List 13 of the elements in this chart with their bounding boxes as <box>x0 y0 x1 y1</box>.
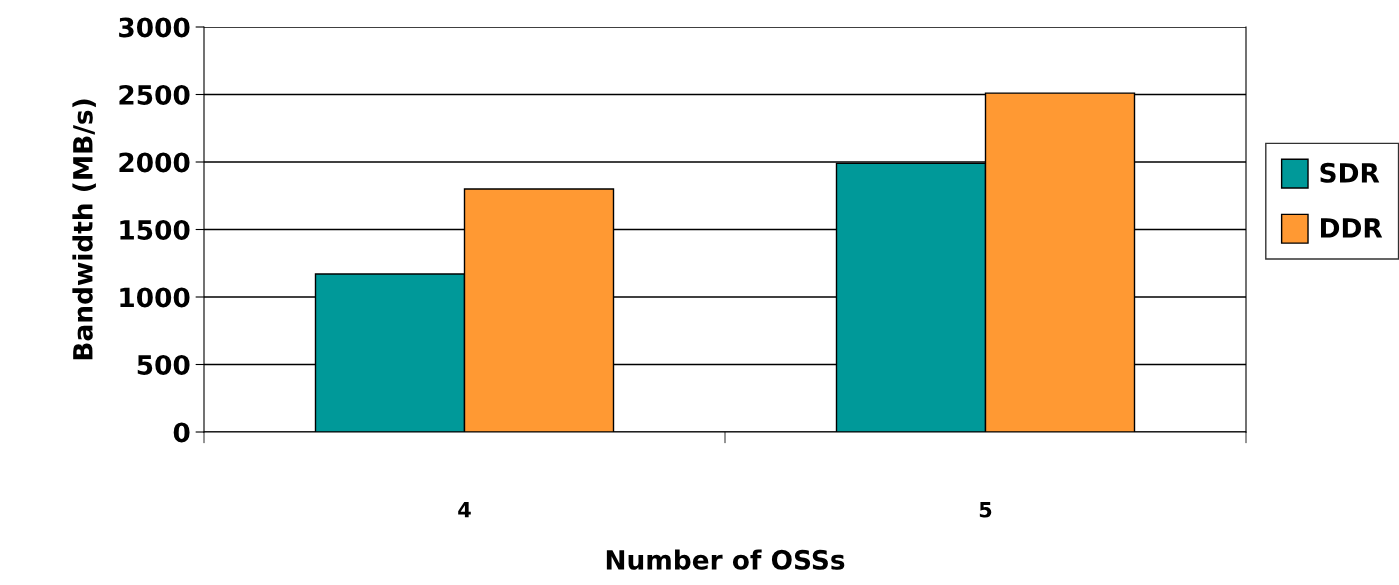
y-tick-label: 1000 <box>120 287 190 308</box>
x-tick-label: 4 <box>458 502 471 518</box>
y-tick-label: 0 <box>173 422 190 443</box>
y-axis-title: Bandwidth (MB/s) <box>72 99 96 360</box>
y-tick-label: 2500 <box>119 84 190 105</box>
x-axis-title: Number of OSSs <box>606 549 845 570</box>
y-tick-label: 3000 <box>119 17 190 38</box>
legend-label: DDR <box>1321 218 1383 238</box>
legend-label: SDR <box>1320 162 1380 183</box>
y-tick-label: 2000 <box>119 152 190 173</box>
y-tick-label: 500 <box>137 354 190 375</box>
y-tick-label: 1500 <box>120 219 190 240</box>
x-tick-label: 5 <box>979 502 992 518</box>
